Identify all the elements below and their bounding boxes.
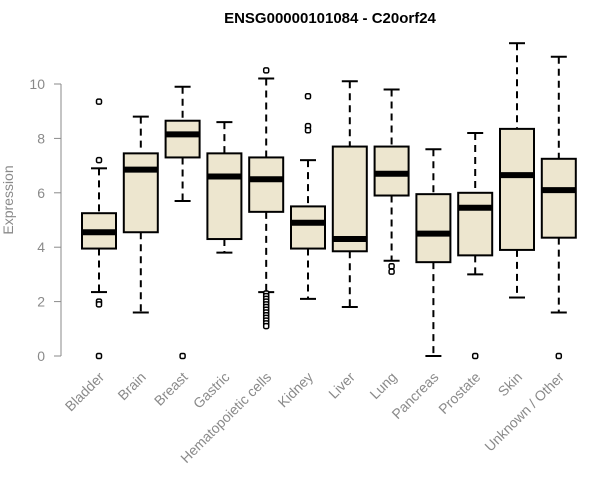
outlier-point [262, 322, 270, 330]
x-category-label: Kidney [275, 369, 317, 411]
outlier-point [304, 126, 312, 134]
outlier-point [388, 262, 395, 270]
y-tick-label: 10 [29, 76, 45, 92]
outlier-point [95, 156, 103, 164]
box-bladder [81, 98, 117, 360]
y-tick-label: 0 [37, 348, 45, 364]
box-gastric [206, 121, 243, 254]
iqr-box [122, 152, 159, 234]
box-hematopoietic-cells [248, 67, 285, 330]
iqr-box [331, 145, 368, 253]
box-unknown-other [540, 55, 577, 360]
iqr-box [248, 156, 285, 213]
outlier-point [555, 352, 563, 360]
box-kidney [290, 92, 326, 300]
x-category-label: Unknown / Other [481, 369, 567, 455]
x-category-label: Lung [366, 369, 399, 402]
x-category-label: Brain [114, 369, 148, 403]
iqr-box [499, 127, 535, 251]
iqr-box [415, 193, 452, 264]
chart-title: ENSG00000101084 - C20orf24 [224, 10, 436, 27]
outlier-point [95, 301, 103, 308]
box-breast [164, 85, 201, 360]
outlier-point [179, 352, 186, 360]
outlier-point [95, 352, 103, 360]
iqr-box [540, 157, 577, 239]
iqr-box [164, 119, 201, 159]
outlier-point [388, 268, 395, 275]
y-tick-label: 2 [37, 294, 45, 310]
y-axis: 0 2 4 6 8 10 [29, 76, 62, 364]
box-pancreas [415, 148, 452, 357]
box-brain [122, 115, 159, 314]
outlier-point [471, 352, 479, 360]
x-category-label: Bladder [62, 369, 108, 415]
iqr-box [206, 152, 243, 241]
x-category-label: Breast [151, 369, 191, 409]
x-category-label: Skin [495, 369, 526, 400]
iqr-box [457, 191, 494, 257]
x-category-label: Liver [325, 369, 358, 402]
outlier-point [304, 92, 312, 100]
y-tick-label: 8 [37, 130, 45, 146]
box-skin [499, 42, 535, 299]
box-prostate [457, 131, 494, 360]
box-liver [331, 80, 368, 309]
box-layer [81, 42, 577, 360]
outlier-point [262, 67, 270, 74]
iqr-box [290, 205, 326, 250]
x-category-label: Prostate [435, 369, 483, 417]
outlier-point [95, 98, 103, 105]
y-tick-label: 6 [37, 185, 45, 201]
box-lung [373, 88, 410, 275]
y-axis-label: Expression [0, 165, 16, 234]
y-tick-label: 4 [37, 239, 45, 255]
